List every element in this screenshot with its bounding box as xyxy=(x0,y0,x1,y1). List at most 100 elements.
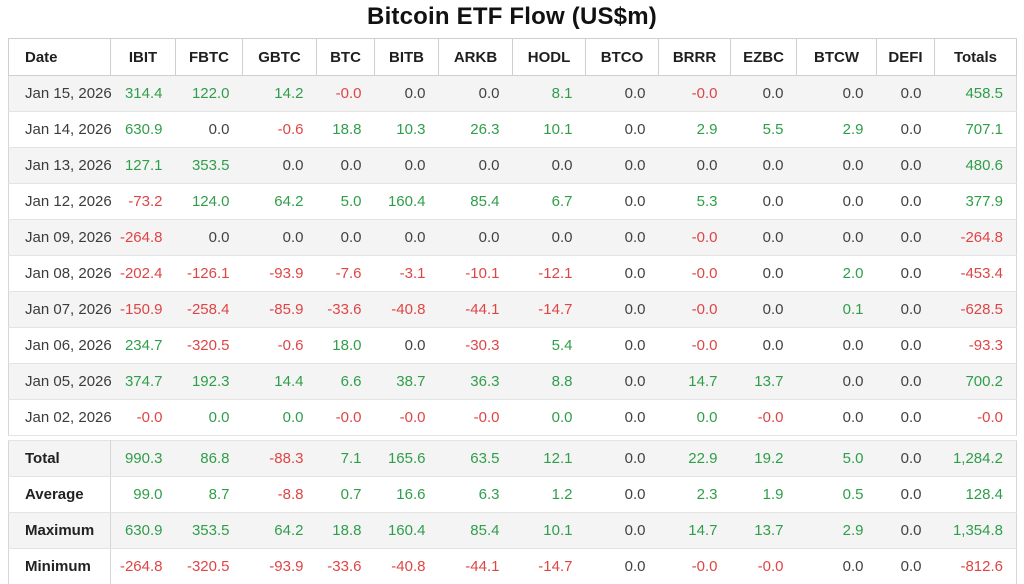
value-cell: -30.3 xyxy=(438,327,513,364)
value-cell: 0.0 xyxy=(876,75,935,112)
value-cell: 0.0 xyxy=(796,399,877,436)
value-cell: 0.0 xyxy=(585,183,659,220)
value-cell: -0.0 xyxy=(658,548,731,584)
value-cell: 0.0 xyxy=(796,147,877,184)
value-cell: 0.1 xyxy=(796,291,877,328)
table-row: Jan 09, 2026 -264.8 0.0 0.0 0.0 0.0 0.0 0.0 0.0-… xyxy=(8,219,1017,256)
value-cell: -33.6 xyxy=(316,548,375,584)
table-row: Jan 12, 2026 -73.2 124.0 64.2 5.0 160.4 85.4 6.… xyxy=(8,183,1017,220)
value-cell: 0.0 xyxy=(876,476,935,513)
value-cell: 18.8 xyxy=(316,111,375,148)
date-cell: Jan 09, 2026 xyxy=(8,219,112,256)
value-cell: 0.0 xyxy=(796,548,877,584)
value-cell: -0.0 xyxy=(730,399,797,436)
value-cell: -85.9 xyxy=(242,291,317,328)
etf-flow-data-table: Date IBIT FBTC GBTC BTC BITB ARKB HODL BTCO BRRR E… xyxy=(8,38,1017,436)
value-cell: 0.0 xyxy=(876,255,935,292)
value-cell: 0.0 xyxy=(438,219,513,256)
value-cell: -44.1 xyxy=(438,548,513,584)
value-cell: 63.5 xyxy=(438,440,513,477)
value-cell: 0.0 xyxy=(175,399,243,436)
summary-row: Total 990.3 86.8 -88.3 7.1 165.6 63.5 12.1 0.0 22… xyxy=(8,440,1017,477)
value-cell: 14.2 xyxy=(242,75,317,112)
value-cell: 10.3 xyxy=(374,111,439,148)
value-cell: 1.9 xyxy=(730,476,797,513)
value-cell: 0.0 xyxy=(730,219,797,256)
date-cell: Jan 05, 2026 xyxy=(8,363,112,400)
value-cell: -0.0 xyxy=(658,291,731,328)
value-cell: 374.7 xyxy=(110,363,176,400)
table-header: Date IBIT FBTC GBTC BTC BITB ARKB HODL BTCO BRRR E… xyxy=(8,38,1017,76)
value-cell: -264.8 xyxy=(934,219,1017,256)
value-cell: -0.0 xyxy=(316,75,375,112)
column-header-ezbc: EZBC xyxy=(730,38,797,76)
value-cell: 2.3 xyxy=(658,476,731,513)
date-cell: Jan 08, 2026 xyxy=(8,255,112,292)
value-cell: 0.0 xyxy=(175,111,243,148)
value-cell: 10.1 xyxy=(512,111,586,148)
value-cell: 124.0 xyxy=(175,183,243,220)
value-cell: 234.7 xyxy=(110,327,176,364)
value-cell: 160.4 xyxy=(374,183,439,220)
value-cell: 0.0 xyxy=(730,327,797,364)
summary-label-cell: Average xyxy=(8,476,111,513)
table-body: Jan 15, 2026 314.4 122.0 14.2 -0.0 0.0 0.0 8.1 0… xyxy=(8,75,1017,436)
value-cell: -93.3 xyxy=(934,327,1017,364)
value-cell: 0.0 xyxy=(796,363,877,400)
column-header-brrr: BRRR xyxy=(658,38,731,76)
value-cell: 2.9 xyxy=(796,512,877,549)
value-cell: 0.0 xyxy=(512,219,586,256)
value-cell: 314.4 xyxy=(110,75,176,112)
value-cell: -7.6 xyxy=(316,255,375,292)
value-cell: 0.0 xyxy=(374,75,439,112)
value-cell: 0.0 xyxy=(242,399,317,436)
column-header-fbtc: FBTC xyxy=(175,38,243,76)
value-cell: 5.5 xyxy=(730,111,797,148)
date-cell: Jan 07, 2026 xyxy=(8,291,112,328)
value-cell: 0.0 xyxy=(585,111,659,148)
value-cell: -202.4 xyxy=(110,255,176,292)
value-cell: 0.0 xyxy=(730,183,797,220)
column-header-btco: BTCO xyxy=(585,38,659,76)
value-cell: 7.1 xyxy=(316,440,375,477)
value-cell: 0.0 xyxy=(512,147,586,184)
value-cell: 38.7 xyxy=(374,363,439,400)
value-cell: 0.0 xyxy=(876,548,935,584)
value-cell: 2.0 xyxy=(796,255,877,292)
value-cell: 8.1 xyxy=(512,75,586,112)
value-cell: 0.0 xyxy=(438,147,513,184)
value-cell: -0.0 xyxy=(110,399,176,436)
value-cell: 0.0 xyxy=(374,327,439,364)
value-cell: 0.0 xyxy=(876,291,935,328)
value-cell: 0.0 xyxy=(796,327,877,364)
value-cell: 0.0 xyxy=(730,291,797,328)
value-cell: 10.1 xyxy=(512,512,586,549)
value-cell: 0.0 xyxy=(876,327,935,364)
value-cell: 2.9 xyxy=(796,111,877,148)
value-cell: 0.0 xyxy=(585,147,659,184)
value-cell: 0.0 xyxy=(585,291,659,328)
value-cell: 707.1 xyxy=(934,111,1017,148)
value-cell: 630.9 xyxy=(110,111,176,148)
value-cell: -88.3 xyxy=(242,440,317,477)
value-cell: 0.0 xyxy=(876,399,935,436)
value-cell: 0.0 xyxy=(658,147,731,184)
value-cell: -258.4 xyxy=(175,291,243,328)
value-cell: 0.0 xyxy=(374,147,439,184)
value-cell: 6.6 xyxy=(316,363,375,400)
table-row: Jan 05, 2026 374.7 192.3 14.4 6.6 38.7 36.3 8.8… xyxy=(8,363,1017,400)
value-cell: -453.4 xyxy=(934,255,1017,292)
value-cell: 18.8 xyxy=(316,512,375,549)
value-cell: 18.0 xyxy=(316,327,375,364)
table-row: Jan 15, 2026 314.4 122.0 14.2 -0.0 0.0 0.0 8.1 0… xyxy=(8,75,1017,112)
date-cell: Jan 06, 2026 xyxy=(8,327,112,364)
value-cell: 480.6 xyxy=(934,147,1017,184)
value-cell: 0.0 xyxy=(796,219,877,256)
page-title: Bitcoin ETF Flow (US$m) xyxy=(367,3,657,30)
value-cell: -0.0 xyxy=(316,399,375,436)
value-cell: 630.9 xyxy=(110,512,176,549)
value-cell: 6.7 xyxy=(512,183,586,220)
value-cell: 36.3 xyxy=(438,363,513,400)
value-cell: 0.0 xyxy=(585,219,659,256)
value-cell: 128.4 xyxy=(934,476,1017,513)
